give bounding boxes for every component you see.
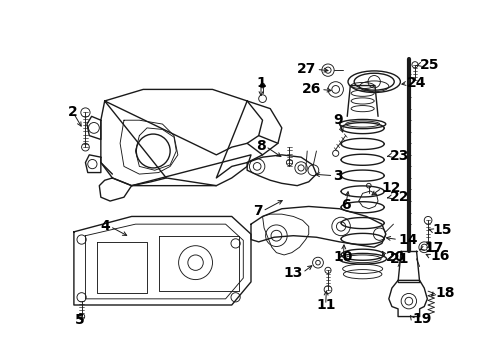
Text: 4: 4: [100, 220, 110, 233]
Text: 2: 2: [68, 105, 78, 120]
Text: 24: 24: [407, 76, 426, 90]
Text: 12: 12: [381, 181, 401, 195]
Text: 17: 17: [424, 241, 443, 255]
Text: 10: 10: [333, 250, 352, 264]
Text: 25: 25: [419, 58, 438, 72]
Text: 11: 11: [315, 298, 335, 312]
Text: 8: 8: [255, 139, 265, 153]
Text: 22: 22: [389, 190, 409, 204]
Text: 27: 27: [297, 62, 316, 76]
Circle shape: [79, 314, 84, 320]
Text: 16: 16: [429, 249, 449, 264]
Text: 5: 5: [74, 312, 84, 327]
Text: 20: 20: [385, 250, 404, 264]
Circle shape: [136, 134, 170, 168]
Text: 26: 26: [301, 82, 321, 96]
Text: 1: 1: [256, 76, 265, 90]
Circle shape: [260, 83, 264, 88]
Text: 13: 13: [283, 266, 302, 280]
Text: 18: 18: [434, 286, 454, 300]
Text: 3: 3: [333, 168, 342, 183]
Circle shape: [324, 286, 331, 293]
Text: 19: 19: [412, 312, 431, 326]
Text: 21: 21: [389, 252, 409, 266]
Text: 7: 7: [252, 204, 262, 218]
Text: 6: 6: [340, 198, 350, 212]
Text: 15: 15: [431, 223, 450, 237]
Text: 14: 14: [397, 233, 417, 247]
Text: 23: 23: [389, 149, 409, 163]
Text: 9: 9: [332, 113, 342, 127]
